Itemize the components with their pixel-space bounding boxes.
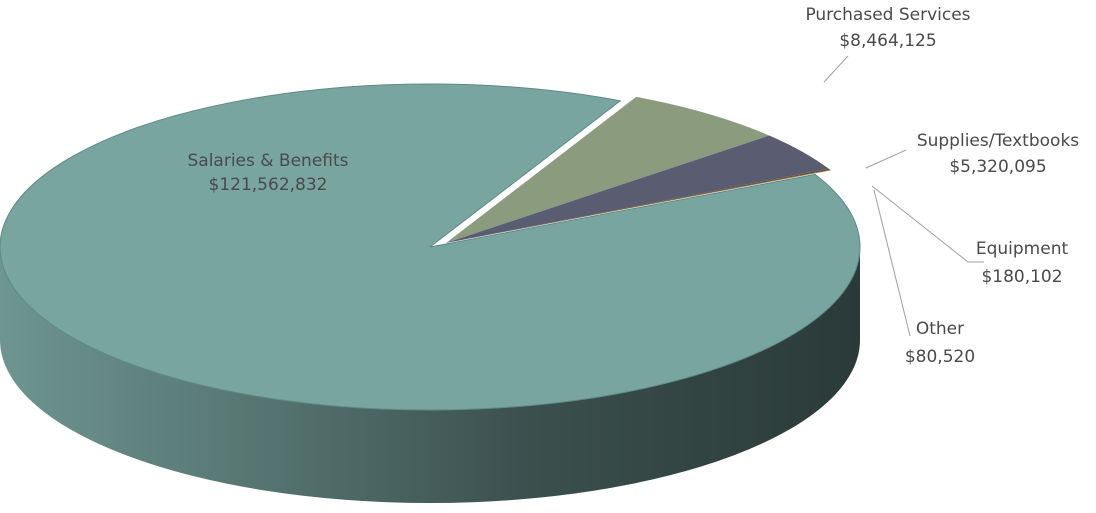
- data-label-category-salaries: Salaries & Benefits: [187, 151, 348, 171]
- leader-line-other: [873, 189, 911, 337]
- leader-line-equipment: [871, 185, 984, 263]
- leader-line-supplies-textbooks: [865, 149, 907, 169]
- data-label-category-other: Other: [916, 319, 964, 339]
- pie-rim-layer: [0, 247, 860, 503]
- pie-slice-supplies-textbooks: [446, 135, 829, 243]
- pie-label-layer: Salaries & Benefits $121,562,832 Purchased…: [187, 5, 1079, 367]
- data-label-category-supplies-textbooks: Supplies/Textbooks: [917, 131, 1079, 151]
- data-label-value-salaries: $121,562,832: [209, 175, 328, 195]
- pie-slice-salaries: [0, 83, 861, 411]
- data-label-value-purchased-services: $8,464,125: [839, 31, 936, 51]
- pie-slice-equipment: [446, 168, 831, 243]
- pie-slice-side-salaries: [0, 247, 860, 503]
- data-label-value-equipment: $180,102: [981, 267, 1062, 287]
- data-label-value-other: $80,520: [905, 347, 975, 367]
- data-label-value-supplies-textbooks: $5,320,095: [949, 157, 1046, 177]
- data-label-category-equipment: Equipment: [976, 239, 1069, 259]
- pie-top-layer: [0, 83, 861, 411]
- data-label-category-purchased-services: Purchased Services: [805, 5, 970, 25]
- pie-slice-other: [446, 169, 831, 243]
- leader-line-purchased-services: [823, 55, 849, 83]
- pie-slice-purchased-services: [446, 96, 770, 243]
